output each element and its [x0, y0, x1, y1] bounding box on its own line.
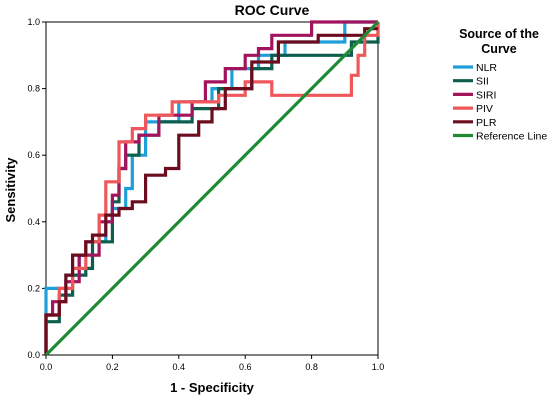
series-line-plr — [44, 27, 378, 355]
legend-label-piv: PIV — [476, 103, 493, 115]
x-tick-label: 1.0 — [372, 362, 385, 372]
legend-title-line-1: Source of the — [459, 27, 539, 41]
x-tick-label: 0.4 — [173, 362, 186, 372]
y-tick-label: 0.0 — [27, 350, 40, 360]
x-tick-label: 0.2 — [106, 362, 119, 372]
x-tick-label: 0.0 — [40, 362, 53, 372]
y-tick-label: 0.4 — [27, 217, 40, 227]
legend-label-siri: SIRI — [476, 89, 496, 101]
y-tick-label: 0.8 — [27, 84, 40, 94]
y-tick-label: 0.2 — [27, 283, 40, 293]
plot-area: 0.0 0.2 0.4 0.6 0.8 1.0 0.0 0.2 0.4 0.6 0.8 1.0 — [27, 17, 384, 372]
legend-label-plr: PLR — [476, 117, 497, 129]
legend-label-sii: SII — [476, 76, 489, 88]
x-axis-title: 1 - Specificity — [170, 380, 255, 395]
series-line-reference-line — [44, 20, 380, 357]
legend-label-reference-line: Reference Line — [476, 131, 547, 143]
chart-title: ROC Curve — [235, 2, 310, 18]
legend-label-nlr: NLR — [476, 62, 497, 74]
x-tick-label: 0.6 — [239, 362, 252, 372]
series-line-sii — [44, 22, 380, 355]
series-line-siri — [44, 20, 378, 355]
y-tick-label: 0.6 — [27, 150, 40, 160]
x-tick-label: 0.8 — [305, 362, 318, 372]
legend-title-line-2: Curve — [481, 42, 516, 56]
series-line-piv — [44, 22, 380, 355]
y-tick-label: 1.0 — [27, 17, 40, 27]
y-axis-title: Sensitivity — [3, 157, 18, 223]
